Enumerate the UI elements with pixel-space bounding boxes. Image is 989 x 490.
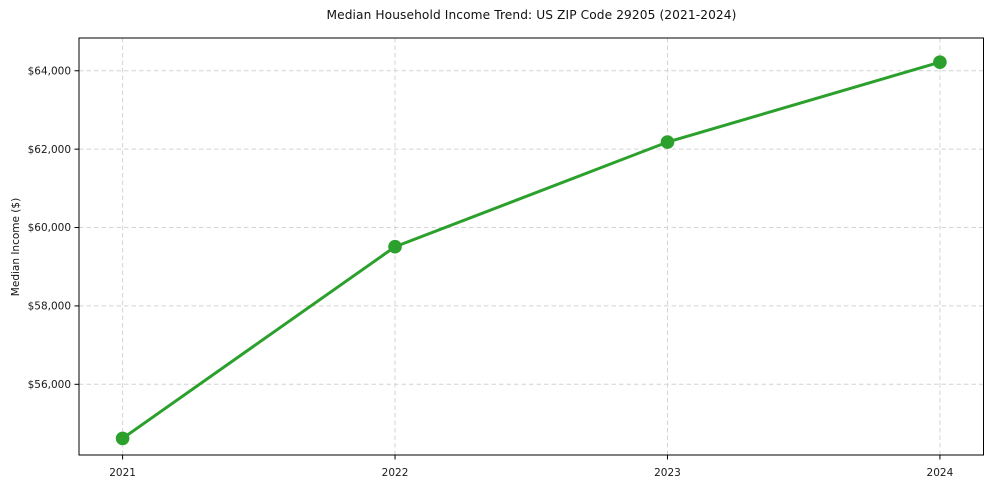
data-point xyxy=(115,431,130,446)
data-point xyxy=(660,135,675,149)
x-tick-label: 2024 xyxy=(927,467,954,479)
chart-title: Median Household Income Trend: US ZIP Co… xyxy=(326,8,737,22)
y-tick-label: $64,000 xyxy=(28,65,71,77)
x-tick-label: 2023 xyxy=(654,467,681,479)
y-tick-label: $58,000 xyxy=(28,301,71,313)
x-tick-label: 2021 xyxy=(109,467,136,479)
y-tick-label: $60,000 xyxy=(28,222,71,234)
y-tick-label: $62,000 xyxy=(28,144,71,156)
data-point xyxy=(933,55,947,69)
data-line xyxy=(121,60,942,440)
plot-border xyxy=(78,37,984,456)
x-tick-label: 2022 xyxy=(382,467,409,479)
data-point xyxy=(388,239,402,254)
y-tick-label: $56,000 xyxy=(28,379,71,391)
